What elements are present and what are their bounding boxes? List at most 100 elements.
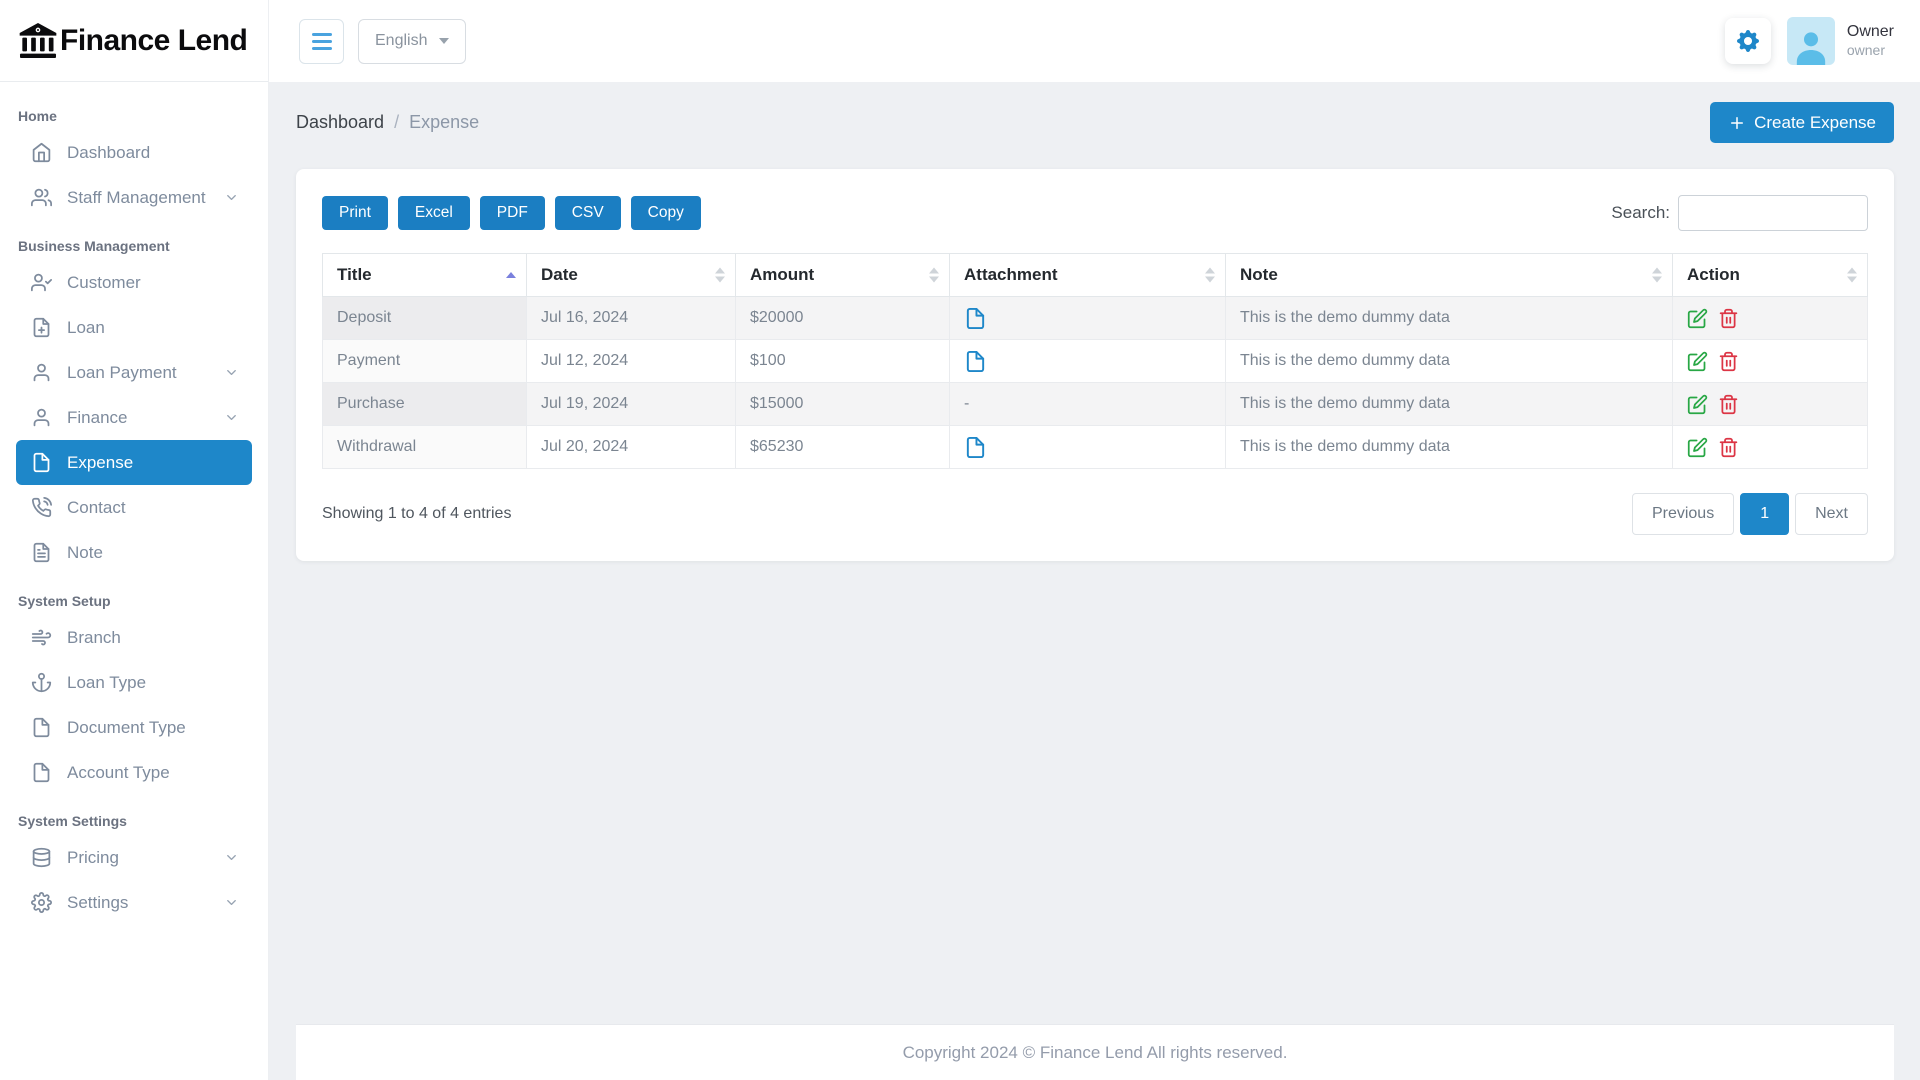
cell-action [1672, 425, 1868, 469]
edit-button[interactable] [1687, 308, 1708, 329]
chevron-down-icon [224, 895, 240, 911]
expense-table-card: Print Excel PDF CSV Copy Search: [296, 169, 1894, 561]
brand-logo[interactable]: Finance Lend [0, 0, 268, 82]
delete-button[interactable] [1718, 351, 1739, 372]
csv-button[interactable]: CSV [554, 196, 621, 230]
sidebar-item-contact[interactable]: Contact [16, 485, 252, 530]
attachment-file-icon[interactable] [964, 307, 1211, 330]
column-header-attachment[interactable]: Attachment [949, 253, 1226, 297]
user-menu[interactable]: Owner owner [1847, 22, 1894, 60]
sidebar-item-loan[interactable]: Loan [16, 305, 252, 350]
edit-button[interactable] [1687, 351, 1708, 372]
sidebar-item-note[interactable]: Note [16, 530, 252, 575]
breadcrumb-separator: / [394, 112, 400, 132]
page-content: Dashboard / Expense Create Expense Print… [269, 82, 1920, 1080]
cell-date: Jul 12, 2024 [526, 339, 736, 383]
delete-button[interactable] [1718, 437, 1739, 458]
user-icon [30, 407, 52, 429]
copy-button[interactable]: Copy [630, 196, 701, 230]
sort-icon [715, 267, 725, 283]
sidebar-nav: Home Dashboard Staff Management Business… [0, 82, 268, 1080]
users-icon [30, 187, 52, 209]
column-header-title[interactable]: Title [322, 253, 527, 297]
create-expense-button[interactable]: Create Expense [1710, 102, 1894, 143]
sidebar-item-document-type[interactable]: Document Type [16, 705, 252, 750]
sidebar-item-label: Contact [67, 497, 126, 517]
file-icon [30, 717, 52, 739]
sidebar-item-pricing[interactable]: Pricing [16, 835, 252, 880]
table-header-row: Title Date Amount [322, 253, 1868, 297]
sidebar-item-label: Loan [67, 317, 105, 337]
sidebar-item-dashboard[interactable]: Dashboard [16, 130, 252, 175]
user-icon [30, 362, 52, 384]
export-buttons: Print Excel PDF CSV Copy [322, 196, 701, 230]
sidebar-item-branch[interactable]: Branch [16, 615, 252, 660]
sidebar-item-staff-management[interactable]: Staff Management [16, 175, 252, 220]
sidebar-item-label: Customer [67, 272, 141, 292]
settings-gear-icon [30, 892, 52, 914]
sidebar-item-label: Loan Type [67, 672, 147, 692]
sidebar-item-customer[interactable]: Customer [16, 260, 252, 305]
cell-title: Withdrawal [322, 425, 527, 469]
cell-action [1672, 382, 1868, 426]
language-dropdown[interactable]: English [358, 18, 467, 64]
sidebar-item-label: Expense [67, 452, 134, 472]
sidebar-item-loan-type[interactable]: Loan Type [16, 660, 252, 705]
sidebar-item-account-type[interactable]: Account Type [16, 750, 252, 795]
sidebar-item-label: Settings [67, 892, 129, 912]
cell-attachment [949, 425, 1226, 469]
table-row: Deposit Jul 16, 2024 $20000 This is the … [322, 296, 1868, 340]
gear-icon [1736, 30, 1759, 52]
settings-quick-button[interactable] [1724, 18, 1771, 64]
sidebar-item-settings[interactable]: Settings [16, 880, 252, 925]
brand-name: Finance Lend [60, 23, 248, 57]
pdf-button[interactable]: PDF [479, 196, 545, 230]
search-input[interactable] [1678, 195, 1868, 231]
delete-button[interactable] [1718, 308, 1739, 329]
create-expense-label: Create Expense [1754, 112, 1876, 132]
excel-button[interactable]: Excel [397, 196, 470, 230]
breadcrumb-dashboard[interactable]: Dashboard [296, 112, 385, 132]
column-header-date[interactable]: Date [526, 253, 736, 297]
sidebar-item-label: Finance [67, 407, 128, 427]
sidebar-item-finance[interactable]: Finance [16, 395, 252, 440]
edit-button[interactable] [1687, 437, 1708, 458]
attachment-file-icon[interactable] [964, 436, 1211, 459]
wind-icon [30, 627, 52, 649]
trash-icon [1719, 437, 1738, 457]
cell-note: This is the demo dummy data [1225, 339, 1673, 383]
database-icon [30, 847, 52, 869]
language-label: English [375, 32, 428, 49]
sidebar-section-home: Home [18, 108, 57, 124]
column-header-action[interactable]: Action [1672, 253, 1868, 297]
copyright-text: Copyright 2024 © Finance Lend All rights… [902, 1042, 1288, 1062]
file-icon [30, 452, 52, 474]
column-header-amount[interactable]: Amount [735, 253, 950, 297]
pagination-previous[interactable]: Previous [1631, 493, 1735, 535]
user-avatar[interactable] [1786, 17, 1835, 65]
chevron-down-icon [224, 190, 240, 206]
print-button[interactable]: Print [322, 196, 388, 230]
pagination-next[interactable]: Next [1795, 493, 1868, 535]
column-header-note[interactable]: Note [1225, 253, 1673, 297]
edit-icon [1687, 437, 1708, 457]
sidebar-item-loan-payment[interactable]: Loan Payment [16, 350, 252, 395]
delete-button[interactable] [1718, 394, 1739, 415]
cell-note: This is the demo dummy data [1225, 382, 1673, 426]
edit-button[interactable] [1687, 394, 1708, 415]
sidebar-item-expense[interactable]: Expense [16, 440, 252, 485]
table-info: Showing 1 to 4 of 4 entries [322, 505, 512, 522]
file-plus-icon [30, 317, 52, 339]
cell-title: Payment [322, 339, 527, 383]
cell-amount: $15000 [735, 382, 950, 426]
pagination-page-1[interactable]: 1 [1740, 493, 1790, 535]
search-label: Search: [1611, 203, 1670, 222]
cell-title: Deposit [322, 296, 527, 340]
file-icon [30, 762, 52, 784]
cell-attachment: - [949, 382, 1226, 426]
sidebar-toggle-button[interactable] [299, 18, 344, 64]
cell-date: Jul 20, 2024 [526, 425, 736, 469]
pagination: Previous 1 Next [1631, 493, 1868, 535]
cell-amount: $20000 [735, 296, 950, 340]
attachment-file-icon[interactable] [964, 350, 1211, 373]
